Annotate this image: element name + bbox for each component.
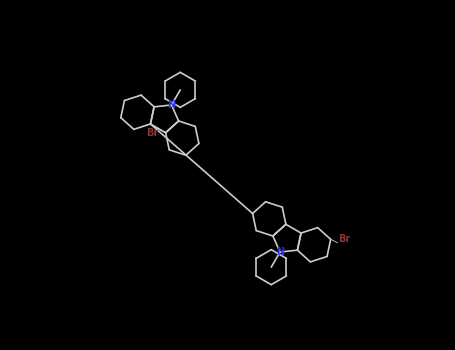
Text: N: N (276, 247, 284, 257)
Text: Br: Br (338, 234, 350, 244)
Text: N: N (167, 100, 176, 110)
Text: Br: Br (147, 128, 159, 138)
